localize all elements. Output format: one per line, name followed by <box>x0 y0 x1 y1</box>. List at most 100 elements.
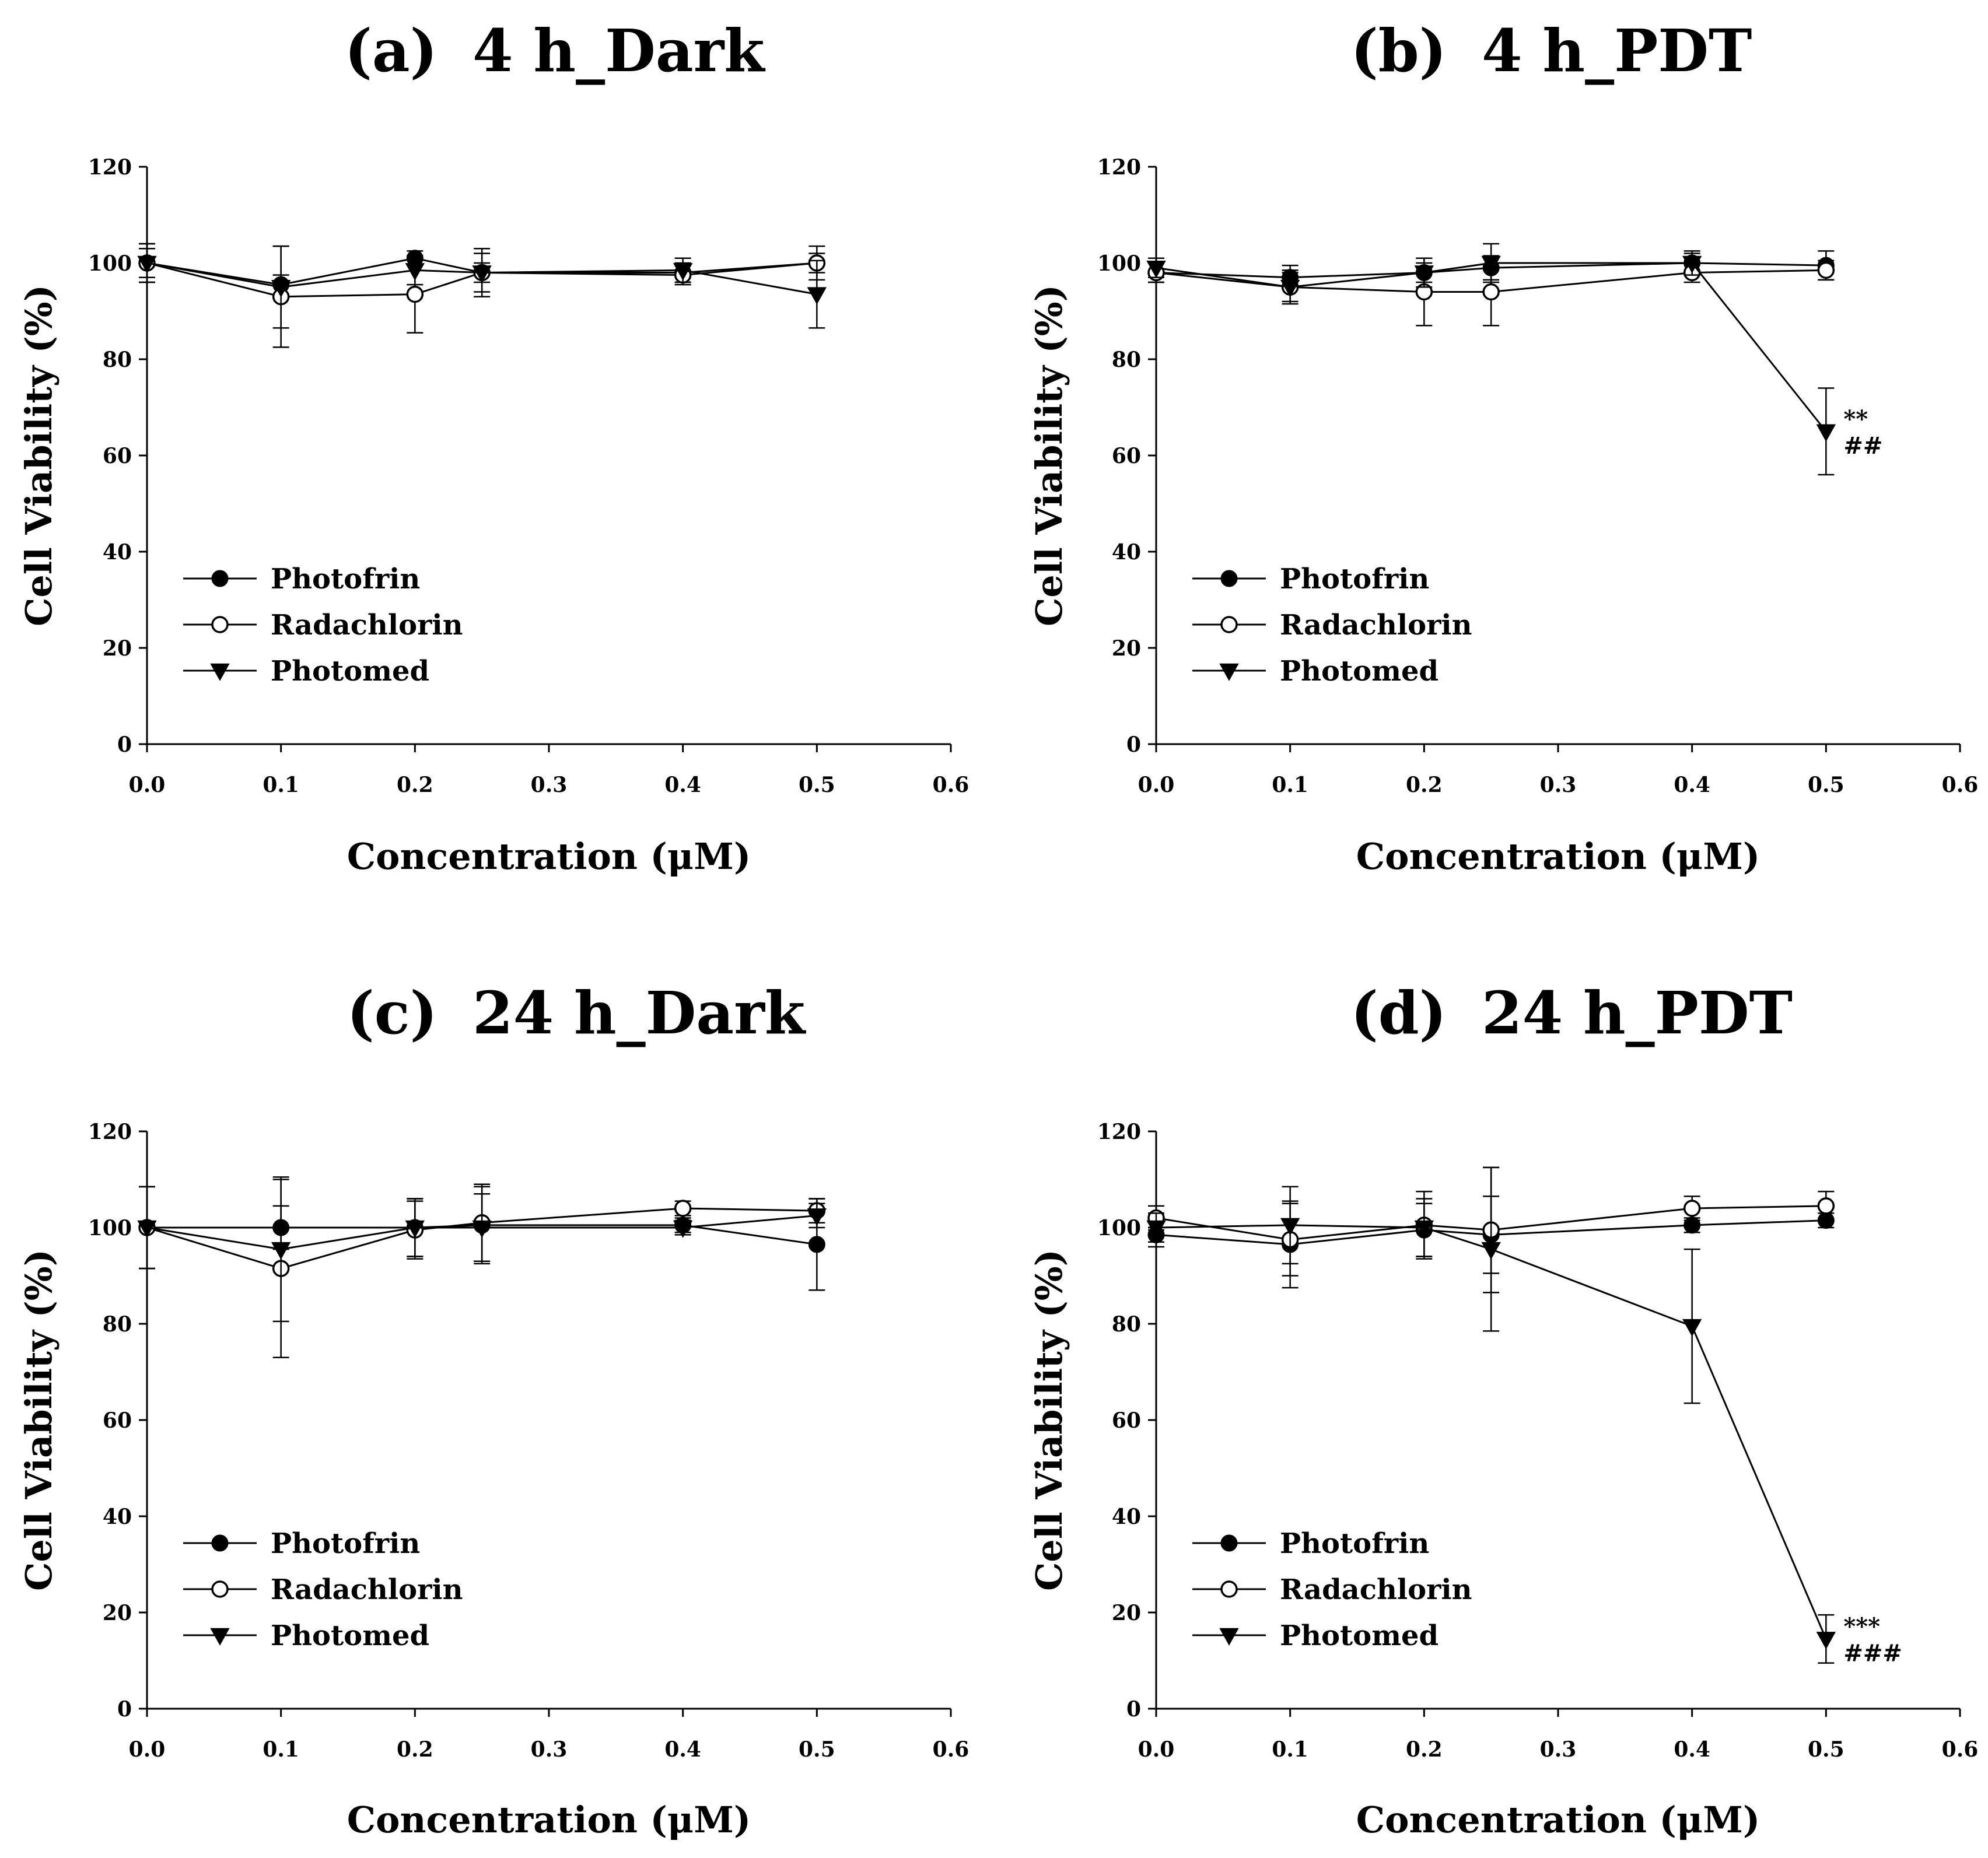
panel-label: (d) <box>1350 979 1447 1047</box>
y-tick-label: 0 <box>1126 732 1141 757</box>
x-tick-label: 0.0 <box>1138 773 1175 797</box>
legend-label: Photofrin <box>1280 563 1429 595</box>
legend-marker <box>1219 1628 1239 1646</box>
x-tick-label: 0.6 <box>933 773 970 797</box>
panel-3: (c) 24 h_Dark 0 20 40 60 80 100 120 0.0 0.1 0.2 0.3 0… <box>18 979 969 1841</box>
y-tick-label: 0 <box>117 1697 132 1722</box>
data-point <box>1816 1632 1836 1650</box>
legend-label: Radachlorin <box>271 1573 463 1606</box>
data-point <box>807 1208 827 1226</box>
series-line <box>146 262 817 298</box>
legend-label: Photofrin <box>271 563 420 595</box>
legend-marker <box>210 1628 230 1646</box>
data-point <box>137 1220 157 1238</box>
series-line <box>146 1207 817 1270</box>
x-tick-label: 0.4 <box>664 1737 701 1762</box>
x-tick-label: 0.1 <box>1272 773 1308 797</box>
x-tick-label: 0.6 <box>933 1737 970 1762</box>
legend-marker <box>211 1534 229 1552</box>
y-tick-label: 100 <box>1097 1216 1141 1240</box>
x-tick-label: 0.4 <box>1674 773 1710 797</box>
y-tick-label: 20 <box>103 1601 132 1625</box>
data-point <box>1482 283 1500 301</box>
legend-label: Photomed <box>1280 655 1438 688</box>
legend-marker <box>211 616 229 633</box>
data-point <box>405 263 425 281</box>
x-tick-label: 0.3 <box>1540 773 1577 797</box>
y-tick-label: 60 <box>103 444 132 468</box>
significance-mark: ## <box>1843 432 1882 460</box>
x-tick-label: 0.5 <box>799 1737 835 1762</box>
y-axis-label: Cell Viability (%) <box>1028 1249 1070 1591</box>
legend-label: Radachlorin <box>1280 609 1472 641</box>
x-tick-label: 0.0 <box>1138 1737 1175 1762</box>
data-point <box>472 1220 492 1238</box>
data-point <box>406 285 424 303</box>
data-point <box>1817 1197 1835 1215</box>
significance-mark: *** <box>1843 1612 1880 1640</box>
x-axis-label: Concentration (μM) <box>1356 1799 1760 1841</box>
y-tick-label: 0 <box>1126 1697 1141 1722</box>
legend-label: Radachlorin <box>1280 1573 1472 1606</box>
x-tick-label: 0.6 <box>1942 773 1979 797</box>
data-point <box>1414 265 1434 283</box>
legend-marker <box>1219 663 1239 681</box>
data-point <box>405 1220 425 1238</box>
data-point <box>673 263 693 281</box>
data-point <box>472 265 492 283</box>
panel-2: (b) 4 h_PDT 0 20 40 60 80 100 120 0.0 0.1 0.2 0.3 0.4… <box>1028 16 1978 878</box>
data-point <box>271 1242 291 1260</box>
data-point <box>271 280 291 298</box>
data-point <box>1816 424 1836 442</box>
legend-label: Photomed <box>271 655 429 688</box>
legend: Photofrin Radachlorin Photomed <box>1192 563 1472 688</box>
y-axis-label: Cell Viability (%) <box>18 1249 60 1591</box>
x-tick-label: 0.0 <box>129 1737 166 1762</box>
y-tick-label: 120 <box>1097 155 1141 180</box>
y-tick-label: 20 <box>103 636 132 661</box>
x-tick-label: 0.1 <box>262 1737 299 1762</box>
series-line <box>1156 1219 1826 1246</box>
x-tick-label: 0.2 <box>1406 1737 1443 1762</box>
legend-marker <box>210 663 230 681</box>
x-tick-label: 0.6 <box>1942 1737 1979 1762</box>
legend-marker <box>1220 616 1238 633</box>
x-tick-label: 0.3 <box>1540 1737 1577 1762</box>
series-line <box>1156 1205 1826 1241</box>
series-photomed <box>137 245 827 329</box>
legend-label: Photofrin <box>271 1527 420 1560</box>
series-photomed <box>137 1176 827 1323</box>
series-line <box>146 262 817 296</box>
significance-mark: ### <box>1843 1639 1902 1667</box>
x-tick-label: 0.5 <box>1808 773 1845 797</box>
y-tick-label: 120 <box>88 155 132 180</box>
y-tick-label: 60 <box>1112 444 1141 468</box>
data-point <box>673 1220 693 1238</box>
y-tick-label: 20 <box>1112 1601 1141 1625</box>
y-tick-label: 100 <box>1097 251 1141 276</box>
x-tick-label: 0.2 <box>397 1737 433 1762</box>
data-point <box>1146 1220 1166 1238</box>
y-axis-label: Cell Viability (%) <box>1028 285 1070 626</box>
x-tick-label: 0.0 <box>129 773 166 797</box>
data-point <box>1280 1218 1300 1236</box>
series-photomed <box>1146 1166 1836 1664</box>
legend-marker <box>211 570 229 587</box>
series-line <box>146 1214 817 1250</box>
series-photomed <box>1146 243 1836 476</box>
legend: Photofrin Radachlorin Photomed <box>183 1527 463 1652</box>
x-axis-label: Concentration (μM) <box>347 1799 751 1841</box>
x-tick-label: 0.3 <box>531 1737 568 1762</box>
y-tick-label: 80 <box>1112 348 1141 372</box>
y-tick-label: 100 <box>88 1216 132 1240</box>
data-point <box>1817 261 1835 279</box>
y-tick-label: 40 <box>1112 540 1141 565</box>
data-point <box>807 287 827 305</box>
legend-label: Photomed <box>1280 1619 1438 1652</box>
y-tick-label: 100 <box>88 251 132 276</box>
x-axis-label: Concentration (μM) <box>1356 835 1760 878</box>
legend-marker <box>1220 1580 1238 1598</box>
legend-label: Photofrin <box>1280 1527 1429 1560</box>
panel-title: 24 h_Dark <box>473 979 806 1047</box>
legend-label: Photomed <box>271 1619 429 1652</box>
